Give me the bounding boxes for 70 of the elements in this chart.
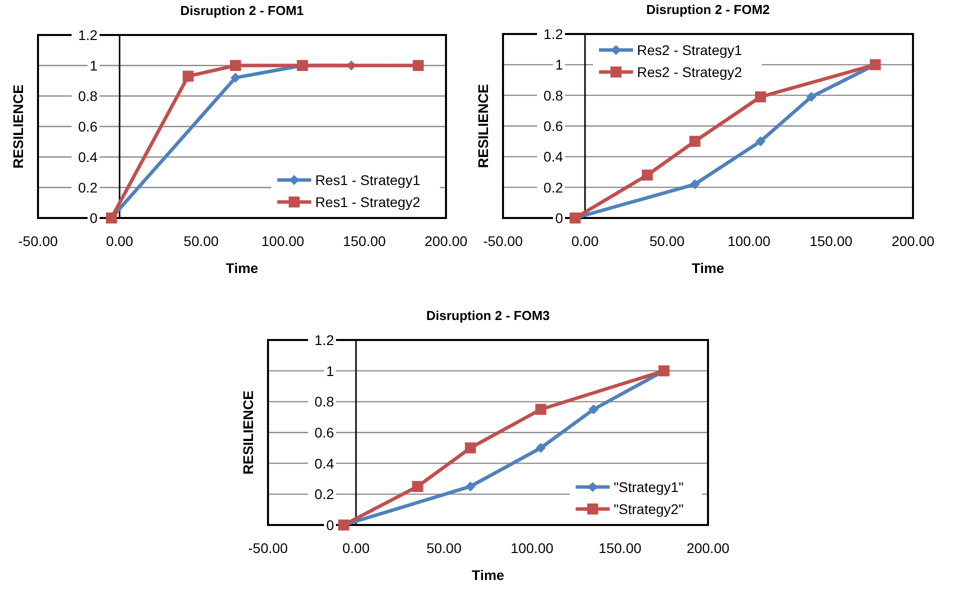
point xyxy=(412,480,424,492)
x-tick-label: 200.00 xyxy=(424,233,468,249)
x-axis-title: Time xyxy=(226,260,258,276)
x-tick-label: 0.00 xyxy=(571,233,599,249)
y-tick-label: 0.8 xyxy=(314,394,334,410)
x-tick-label: 100.00 xyxy=(510,540,554,556)
x-tick-label: 100.00 xyxy=(261,233,304,249)
chart-title: Disruption 2 - FOM3 xyxy=(426,308,550,323)
point xyxy=(536,442,546,453)
legend-label: "Strategy1" xyxy=(614,479,684,495)
y-axis-title: RESILIENCE xyxy=(475,84,491,168)
y-tick-label: 0 xyxy=(555,210,564,226)
y-tick-label: 1 xyxy=(555,56,564,73)
x-tick-label: 150.00 xyxy=(598,540,642,556)
x-tick-label: 200.00 xyxy=(892,233,935,249)
x-tick-label: 50.00 xyxy=(426,540,462,556)
x-tick-label: 0.00 xyxy=(342,540,370,556)
y-axis-title: RESILIENCE xyxy=(240,390,256,475)
y-axis-title: RESILIENCE xyxy=(10,84,26,169)
chart-title: Disruption 2 - FOM1 xyxy=(180,3,304,18)
point xyxy=(182,70,194,82)
y-tick-label: 0.6 xyxy=(544,118,564,134)
y-tick-label: 0.2 xyxy=(314,486,334,502)
y-tick-label: 1 xyxy=(90,58,98,74)
x-tick-label: 50.00 xyxy=(649,233,685,249)
y-tick-label: 0.2 xyxy=(544,179,564,196)
point xyxy=(754,91,766,102)
point xyxy=(690,179,700,190)
legend-label: "Strategy2" xyxy=(614,501,684,517)
point xyxy=(689,136,700,147)
x-tick-label: 150.00 xyxy=(810,233,853,249)
x-tick-label: -50.00 xyxy=(483,233,524,249)
chart-title: Disruption 2 - FOM2 xyxy=(646,2,770,17)
y-tick-label: 1 xyxy=(326,362,334,379)
x-tick-label: 100.00 xyxy=(728,233,771,249)
y-tick-label: 0 xyxy=(326,517,334,533)
point xyxy=(642,170,653,181)
legend-label: Res2 - Strategy2 xyxy=(637,64,742,80)
y-tick-label: 1.2 xyxy=(78,27,98,43)
x-tick-label: 200.00 xyxy=(686,540,730,556)
legend-label: Res1 - Strategy2 xyxy=(315,194,420,210)
y-tick-label: 0.4 xyxy=(314,455,334,472)
point xyxy=(230,72,240,83)
x-tick-label: 150.00 xyxy=(342,233,386,249)
y-tick-label: 1.2 xyxy=(314,332,334,348)
x-axis-title: Time xyxy=(692,260,724,276)
point xyxy=(806,92,816,102)
x-axis-title: Time xyxy=(472,567,504,583)
x-tick-label: -50.00 xyxy=(18,233,58,249)
y-tick-label: 0.2 xyxy=(78,180,98,196)
y-tick-label: 0.4 xyxy=(544,148,564,165)
legend-label: Res1 - Strategy1 xyxy=(315,172,420,188)
legend-label: Res2 - Strategy1 xyxy=(637,42,742,58)
y-tick-label: 1.2 xyxy=(544,26,564,42)
point xyxy=(412,60,424,71)
point xyxy=(230,60,241,71)
point xyxy=(464,442,476,454)
point xyxy=(588,404,599,414)
y-tick-label: 0.8 xyxy=(544,87,564,104)
y-tick-label: 0.6 xyxy=(78,118,98,134)
point xyxy=(755,136,766,146)
x-tick-label: 50.00 xyxy=(184,233,219,249)
y-tick-label: 0.4 xyxy=(78,149,98,165)
x-tick-label: 0.00 xyxy=(106,233,134,249)
point xyxy=(535,404,546,415)
point xyxy=(465,481,476,492)
x-tick-label: -50.00 xyxy=(248,540,288,556)
y-tick-label: 0.6 xyxy=(314,424,334,440)
y-tick-label: 0.8 xyxy=(78,88,98,104)
y-tick-label: 0 xyxy=(90,210,98,226)
